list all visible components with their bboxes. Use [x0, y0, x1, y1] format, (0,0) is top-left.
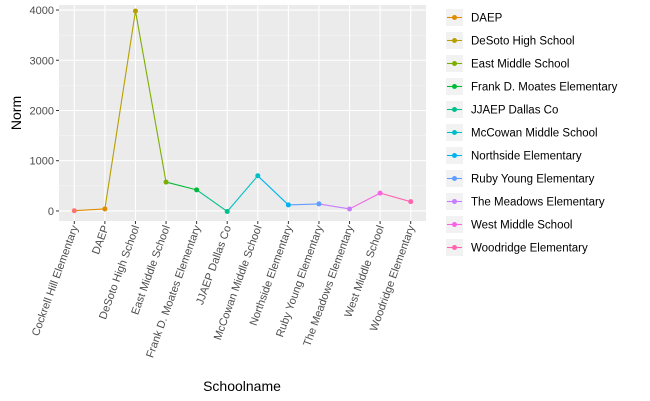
series-segment — [257, 175, 289, 206]
legend-label: Ruby Young Elementary — [471, 174, 595, 186]
legend-point — [452, 15, 457, 20]
legend-point — [452, 153, 457, 158]
series-segment — [226, 175, 259, 212]
x-tick-label: DAEP — [90, 224, 112, 256]
legend-point — [452, 176, 457, 181]
series-segment — [349, 192, 381, 210]
legend: DAEP DeSoto High School East Middle School… — [440, 0, 628, 262]
data-points — [71, 8, 414, 214]
series-segment — [104, 10, 137, 210]
series-segment — [288, 203, 319, 206]
legend-point — [452, 199, 457, 204]
legend-label: West Middle School — [471, 220, 572, 232]
series-segment — [196, 189, 228, 212]
series-segment — [318, 203, 350, 210]
legend-label: Woodridge Elementary — [471, 243, 588, 255]
legend-point — [452, 107, 457, 112]
legend-label: DeSoto High School — [471, 36, 575, 48]
data-point — [316, 201, 322, 207]
legend-point — [452, 61, 457, 66]
legend-point — [452, 245, 457, 250]
y-tick-label: 4000 — [30, 5, 54, 17]
data-point — [377, 190, 383, 196]
data-point — [71, 208, 77, 214]
legend-point — [452, 222, 457, 227]
legend-point — [452, 84, 457, 89]
data-point — [285, 202, 291, 208]
legend-label: DAEP — [471, 13, 503, 25]
data-point — [102, 206, 108, 212]
series-segment — [379, 192, 411, 203]
x-tick-label: Cockrell Hill Elementary — [30, 223, 81, 337]
x-axis-title: Schoolname — [203, 378, 281, 394]
data-point — [347, 206, 353, 212]
legend-label: East Middle School — [471, 59, 569, 71]
series-segment — [134, 10, 167, 183]
series-segment — [165, 181, 197, 191]
y-tick-label: 3000 — [30, 55, 54, 67]
legend-point — [452, 38, 457, 43]
legend-label: Northside Elementary — [471, 151, 582, 163]
data-point — [194, 187, 200, 193]
y-tick-label: 1000 — [30, 156, 54, 168]
legend-label: The Meadows Elementary — [471, 197, 605, 209]
data-point — [408, 199, 414, 205]
data-point — [224, 208, 230, 214]
x-tick-label: Frank D. Moates Elementary — [144, 223, 203, 359]
data-point — [132, 8, 138, 14]
y-tick-label: 2000 — [30, 105, 54, 117]
y-axis-title: Norm — [8, 96, 24, 130]
major-gridlines — [59, 5, 426, 221]
data-point — [163, 179, 169, 185]
data-point — [255, 173, 261, 179]
legend-label: JJAEP Dallas Co — [471, 105, 558, 117]
plot-panel — [59, 5, 426, 221]
series-lines — [74, 10, 411, 212]
legend-label: McCowan Middle School — [471, 128, 598, 140]
y-axis: 0 1000 2000 3000 4000 — [30, 5, 59, 218]
series-segment — [74, 208, 105, 212]
legend-label: Frank D. Moates Elementary — [471, 82, 618, 94]
legend-point — [452, 130, 457, 135]
y-tick-label: 0 — [48, 206, 54, 218]
legend-background — [440, 0, 628, 262]
minor-gridlines — [59, 34, 426, 187]
